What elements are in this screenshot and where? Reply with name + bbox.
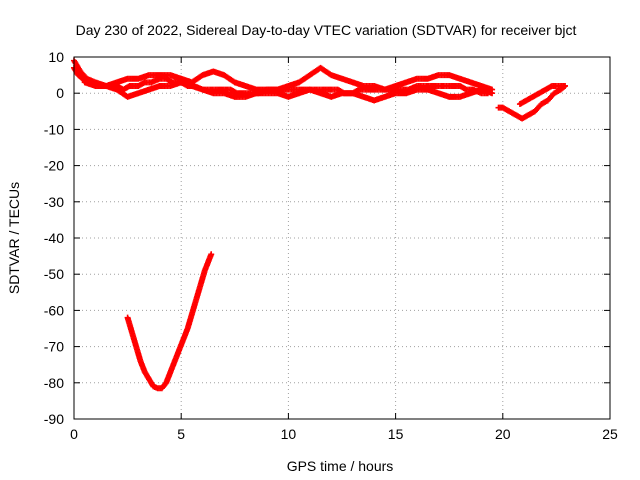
y-axis-label: SDTVAR / TECUs [6, 182, 22, 294]
y-tick-label: -30 [44, 194, 64, 210]
data-point [489, 90, 496, 97]
axis-ticks: 0 5 10 15 20 25 10 0 -10 -20 -30 -40 -50 -60 -70 -80 -90 [44, 49, 618, 442]
y-tick-label: -60 [44, 302, 64, 318]
data-point [561, 82, 568, 89]
x-tick-label: 10 [281, 426, 297, 442]
chart-title: Day 230 of 2022, Sidereal Day-to-day VTE… [76, 22, 577, 38]
y-tick-label: 0 [56, 85, 64, 101]
y-tick-label: -90 [44, 411, 64, 427]
series-4 [495, 82, 568, 122]
data-series [71, 57, 568, 392]
y-tick-label: -20 [44, 158, 64, 174]
series-5 [516, 82, 568, 108]
series-2 [71, 57, 496, 93]
y-tick-label: 10 [48, 49, 64, 65]
y-tick-label: -80 [44, 375, 64, 391]
x-axis-label: GPS time / hours [287, 458, 394, 474]
plot-frame [73, 56, 611, 420]
series-6 [124, 251, 215, 392]
data-point [208, 251, 215, 258]
x-tick-label: 20 [495, 426, 511, 442]
y-tick-label: -40 [44, 230, 64, 246]
x-tick-label: 0 [70, 426, 78, 442]
x-tick-label: 25 [602, 426, 618, 442]
x-tick-label: 5 [177, 426, 185, 442]
y-tick-label: -70 [44, 339, 64, 355]
y-tick-label: -50 [44, 266, 64, 282]
x-tick-label: 15 [388, 426, 404, 442]
grid-lines [74, 57, 610, 419]
y-tick-label: -10 [44, 121, 64, 137]
series-3 [81, 79, 496, 104]
